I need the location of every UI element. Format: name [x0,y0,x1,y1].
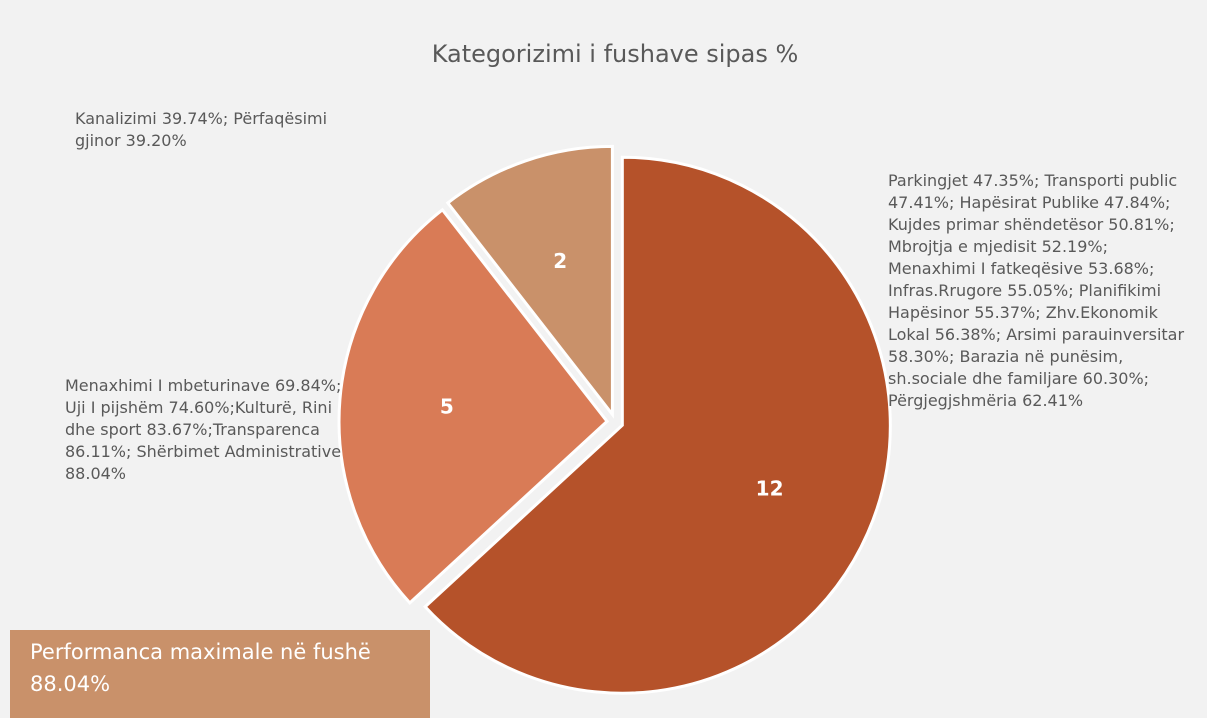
annotation: Performanca maximale në fushë 88.04% [10,630,430,718]
data-label: 5 [440,395,454,419]
slice-label: Parkingjet 47.35%; Transporti public 47.… [888,171,1185,410]
data-label: 12 [756,476,784,500]
chart-title: Kategorizimi i fushave sipas % [432,40,799,68]
slice-label: Menaxhimi I mbeturinave 69.84%; Uji I pi… [65,376,342,483]
slice-label: Kanalizimi 39.74%; Përfaqësimi gjinor 39… [75,109,328,150]
pie-slice [423,155,892,695]
pie-slice [445,144,614,419]
pie-slice [337,207,610,605]
data-label: 2 [553,249,567,273]
